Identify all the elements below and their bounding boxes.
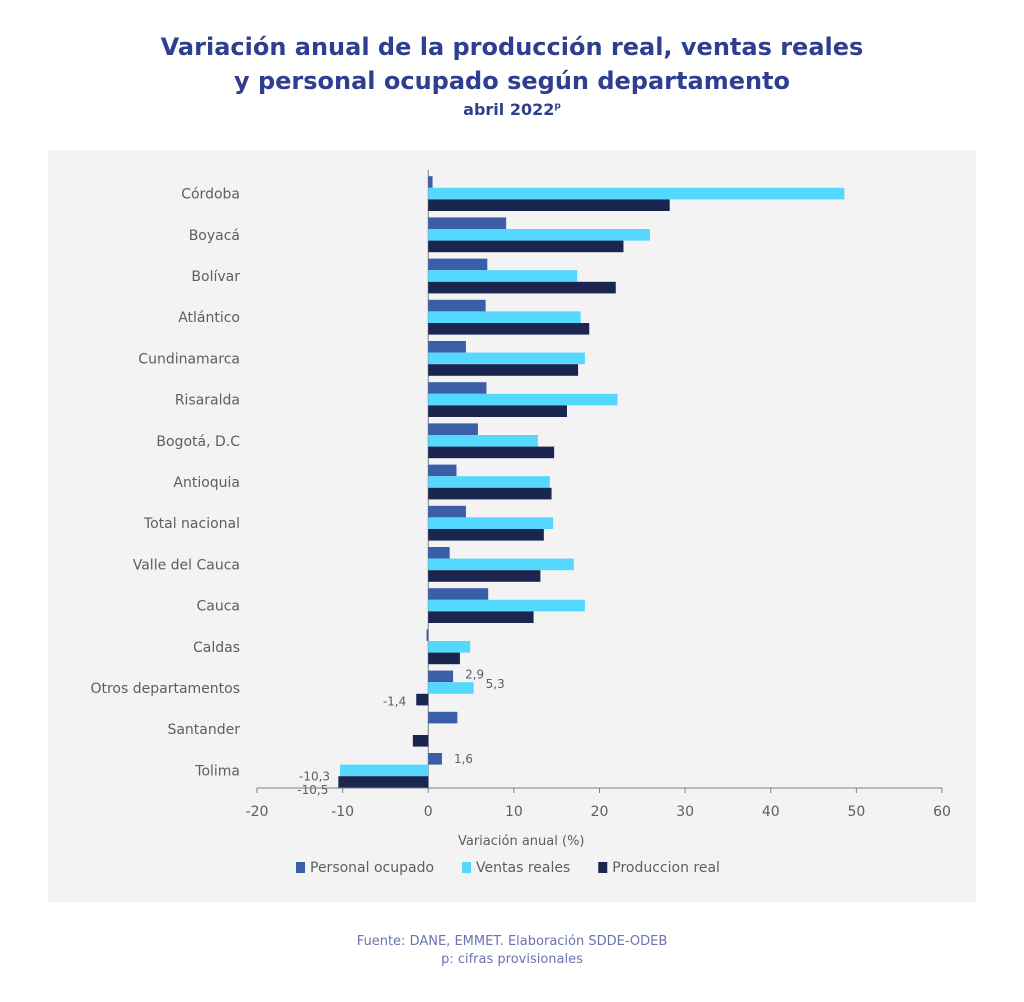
category-label-tolima: Tolima <box>194 763 240 779</box>
bar-personal-ocupado-atlantico <box>428 299 486 312</box>
bar-ventas-reales-risaralda <box>428 393 618 406</box>
chart-panel: Córdoba Boyacá Bolívar Atlántico Cundinamarc… <box>48 150 976 902</box>
data-label-ventas-reales-tolima: -10,3 <box>299 769 330 783</box>
bar-ventas-reales-atlantico <box>428 311 581 323</box>
bar-personal-ocupado-antioquia <box>428 464 457 477</box>
legend-swatch-ventas-reales <box>462 862 472 873</box>
bar-produccion-real-bogota-d-c <box>428 446 555 459</box>
category-label-total-nacional: Total nacional <box>143 516 240 532</box>
x-tick-label-30: 30 <box>676 804 694 820</box>
bar-produccion-real-boyaca <box>428 240 624 253</box>
bar-personal-ocupado-valle-del-cauca <box>428 547 450 559</box>
chart-title-line2: y personal ocupado según departamento <box>233 67 791 95</box>
bar-produccion-real-risaralda <box>428 405 567 417</box>
data-label-produccion-real-tolima: -10,5 <box>297 783 328 797</box>
x-tick-label-60: 60 <box>933 804 951 820</box>
bar-personal-ocupado-bogota-d-c <box>428 423 478 435</box>
bar-produccion-real-santander <box>412 735 429 747</box>
chart-title-line1: Variación anual de la producción real, v… <box>160 33 864 61</box>
bar-produccion-real-caldas <box>428 652 460 665</box>
x-axis-title: Variación anual (%) <box>458 834 585 849</box>
chart-subtitle: abril 2022p <box>0 100 1024 119</box>
category-label-caldas: Caldas <box>193 640 240 656</box>
bar-personal-ocupado-caldas <box>426 629 429 641</box>
bar-personal-ocupado-tolima <box>428 753 442 765</box>
bar-produccion-real-otros-departamentos <box>416 693 429 706</box>
category-label-cordoba: Córdoba <box>181 187 240 203</box>
bar-ventas-reales-antioquia <box>428 476 550 488</box>
source-note: Fuente: DANE, EMMET. Elaboración SDDE-OD… <box>356 934 668 949</box>
bar-ventas-reales-cordoba <box>428 187 845 200</box>
bar-produccion-real-cordoba <box>428 199 670 211</box>
bar-ventas-reales-bogota-d-c <box>428 435 538 447</box>
bar-ventas-reales-valle-del-cauca <box>428 558 574 571</box>
footer: Fuente: DANE, EMMET. Elaboración SDDE-OD… <box>0 933 1024 969</box>
legend-label-personal-ocupado: Personal ocupado <box>310 860 434 876</box>
category-label-cundinamarca: Cundinamarca <box>138 351 240 367</box>
category-label-valle-del-cauca: Valle del Cauca <box>133 557 240 573</box>
subtitle-superscript: p <box>554 101 561 112</box>
bar-personal-ocupado-total-nacional <box>428 505 466 518</box>
category-label-atlantico: Atlántico <box>178 310 240 326</box>
bar-produccion-real-valle-del-cauca <box>428 570 541 582</box>
category-label-risaralda: Risaralda <box>175 393 240 409</box>
category-label-otros-departamentos: Otros departamentos <box>90 681 240 697</box>
bar-ventas-reales-cundinamarca <box>428 352 585 365</box>
category-label-bolivar: Bolívar <box>191 269 240 285</box>
category-label-santander: Santander <box>167 722 240 738</box>
legend-label-ventas-reales: Ventas reales <box>476 860 570 876</box>
x-tick-label-20: -20 <box>246 804 269 820</box>
category-label-bogota-d-c: Bogotá, D.C <box>156 434 240 450</box>
bar-personal-ocupado-bolivar <box>428 258 488 271</box>
legend-label-produccion-real: Produccion real <box>612 860 720 876</box>
legend-swatch-produccion-real <box>598 862 608 873</box>
bar-ventas-reales-cauca <box>428 599 585 612</box>
bar-ventas-reales-boyaca <box>428 229 651 241</box>
subtitle-text: abril 2022 <box>463 100 555 119</box>
x-tick-label-40: 40 <box>762 804 780 820</box>
data-label-produccion-real-otros-departamentos: -1,4 <box>383 695 406 709</box>
x-tick-label-50: 50 <box>847 804 865 820</box>
provisional-note: p: cifras provisionales <box>441 952 583 967</box>
x-tick-label-0: 0 <box>424 804 433 820</box>
bar-personal-ocupado-risaralda <box>428 382 487 394</box>
data-label-personal-ocupado-tolima: 1,6 <box>454 752 473 766</box>
category-label-cauca: Cauca <box>196 599 240 615</box>
x-tick-label-20: 20 <box>591 804 609 820</box>
bar-produccion-real-tolima <box>338 776 429 788</box>
bar-ventas-reales-bolivar <box>428 270 578 282</box>
category-label-boyaca: Boyacá <box>189 228 240 244</box>
x-tick-label-10: -10 <box>331 804 354 820</box>
bar-personal-ocupado-otros-departamentos <box>428 670 454 683</box>
data-label-ventas-reales-otros-departamentos: 5,3 <box>486 677 505 691</box>
bar-personal-ocupado-santander <box>428 711 458 724</box>
bar-produccion-real-total-nacional <box>428 529 544 541</box>
bar-personal-ocupado-cundinamarca <box>428 341 466 353</box>
category-label-antioquia: Antioquia <box>173 475 240 491</box>
bar-chart: Córdoba Boyacá Bolívar Atlántico Cundinamarc… <box>90 170 951 876</box>
bar-ventas-reales-tolima <box>340 764 429 777</box>
bar-produccion-real-cauca <box>428 611 534 623</box>
data-label-personal-ocupado-otros-departamentos: 2,9 <box>465 667 484 681</box>
bar-personal-ocupado-cordoba <box>428 176 433 188</box>
legend-swatch-personal-ocupado <box>296 862 305 873</box>
chart-title: Variación anual de la producción real, v… <box>0 30 1024 98</box>
bar-personal-ocupado-cauca <box>428 588 489 600</box>
x-tick-label-10: 10 <box>505 804 523 820</box>
bar-ventas-reales-total-nacional <box>428 517 554 529</box>
bar-ventas-reales-caldas <box>428 641 471 653</box>
bar-personal-ocupado-boyaca <box>428 217 507 229</box>
bar-produccion-real-cundinamarca <box>428 364 579 376</box>
bar-ventas-reales-otros-departamentos <box>428 682 474 694</box>
bar-produccion-real-antioquia <box>428 487 552 500</box>
bar-produccion-real-atlantico <box>428 323 590 335</box>
bar-produccion-real-bolivar <box>428 281 616 294</box>
